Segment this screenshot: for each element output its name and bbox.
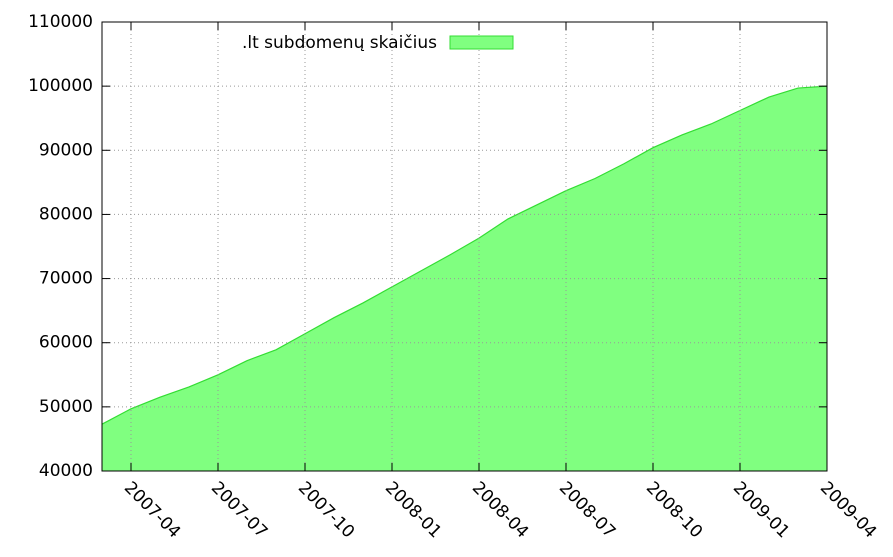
x-tick-label: 2008-04 — [468, 478, 532, 542]
y-tick-label: 80000 — [39, 204, 93, 224]
area-line — [101, 85, 828, 425]
x-tick-label: 2008-07 — [555, 478, 619, 542]
y-tick-label: 70000 — [39, 269, 93, 289]
y-tick-label: 100000 — [28, 76, 93, 96]
y-tick-label: 40000 — [39, 461, 93, 481]
x-tick-label: 2007-04 — [120, 478, 184, 542]
x-tick-label: 2008-01 — [381, 478, 445, 542]
x-tick-label: 2009-01 — [729, 478, 793, 542]
x-tick-label: 2008-10 — [642, 478, 706, 542]
x-tick-label: 2007-10 — [294, 478, 358, 542]
x-tick-label: 2009-04 — [816, 478, 880, 542]
y-tick-label: 50000 — [39, 397, 93, 417]
legend-label: .lt subdomenų skaičius — [242, 33, 437, 53]
area — [102, 86, 827, 472]
x-tick-label: 2007-07 — [207, 478, 271, 542]
y-tick-label: 60000 — [39, 333, 93, 353]
plot-frame — [101, 21, 828, 472]
y-tick-label: 90000 — [39, 140, 93, 160]
legend-swatch — [449, 35, 514, 50]
y-tick-label: 110000 — [28, 12, 93, 32]
